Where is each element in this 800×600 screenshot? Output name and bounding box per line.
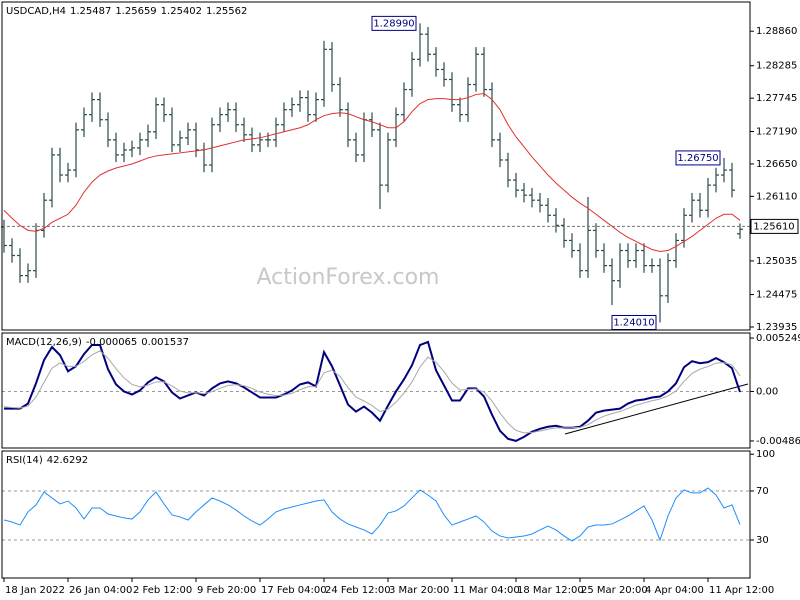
header-value: 1.25487 (70, 6, 111, 17)
annotation-label: 1.26750 (677, 153, 718, 164)
y-tick-label: 1.27190 (756, 126, 797, 137)
y-tick-label: 1.28285 (756, 61, 797, 72)
y-tick-label: 30 (756, 535, 769, 546)
x-tick-label: 4 Apr 04:00 (645, 585, 704, 596)
panel-frame (1, 1, 751, 331)
panel-title: USDCAD,H4 (6, 6, 66, 17)
annotation-box (675, 150, 721, 166)
y-tick-label: 1.27745 (756, 93, 797, 104)
panel-title: RSI(14) (6, 455, 43, 466)
moving-average (3, 93, 741, 253)
x-tick-label: 3 Mar 20:00 (389, 585, 449, 596)
y-tick-label: 70 (756, 486, 769, 497)
x-tick-label: 9 Feb 20:00 (197, 585, 256, 596)
header-value: 1.25562 (206, 6, 247, 17)
x-tick-label: 24 Feb 12:00 (325, 585, 391, 596)
y-tick-label: 100 (756, 449, 775, 460)
y-tick-label: 0.005249 (756, 333, 800, 344)
header-value: 1.25659 (115, 6, 156, 17)
annotation-label: 1.28990 (373, 18, 414, 29)
x-tick-label: 18 Jan 2022 (5, 585, 65, 596)
panel-title: MACD(12,26,9) (6, 337, 82, 348)
annotation-box (371, 15, 417, 31)
y-tick-label: 1.28860 (756, 26, 797, 37)
panel-frame (1, 450, 751, 579)
panel-frame (1, 332, 751, 449)
x-tick-label: 2 Feb 12:00 (133, 585, 192, 596)
y-tick-label: -0.004865 (756, 436, 800, 447)
header-value: -0.000065 (86, 337, 137, 348)
panel-header: RSI(14) 42.6292 (6, 455, 88, 466)
header-value: 1.25402 (161, 6, 202, 17)
panel-header: MACD(12,26,9) -0.000065 0.001537 (6, 337, 189, 348)
y-tick-label: 1.26650 (756, 159, 797, 170)
y-tick-label: 1.25035 (756, 256, 797, 267)
panel-header: USDCAD,H4 1.25487 1.25659 1.25402 1.25562 (6, 6, 247, 17)
price-label: 1.25610 (753, 221, 794, 232)
indicator-line (3, 350, 741, 434)
trend-line (564, 383, 749, 435)
x-tick-label: 11 Mar 04:00 (453, 585, 520, 596)
annotation-label: 1.24010 (613, 317, 654, 328)
y-tick-label: 1.26110 (756, 191, 797, 202)
x-tick-label: 26 Jan 04:00 (69, 585, 132, 596)
y-tick-label: 1.24475 (756, 290, 797, 301)
x-tick-label: 11 Apr 12:00 (709, 585, 774, 596)
header-value: 42.6292 (47, 455, 88, 466)
y-tick-label: 0.00 (756, 386, 778, 397)
indicator-line (4, 340, 741, 442)
header-value: 0.001537 (141, 337, 189, 348)
watermark: ActionForex.com (257, 265, 440, 290)
annotation-box (611, 314, 657, 330)
x-tick-label: 25 Mar 20:00 (581, 585, 648, 596)
price-label-box (750, 218, 799, 234)
x-tick-label: 17 Feb 04:00 (261, 585, 327, 596)
x-tick-label: 18 Mar 12:00 (517, 585, 584, 596)
y-tick-label: 1.23935 (756, 322, 797, 333)
indicator-line (3, 487, 741, 542)
